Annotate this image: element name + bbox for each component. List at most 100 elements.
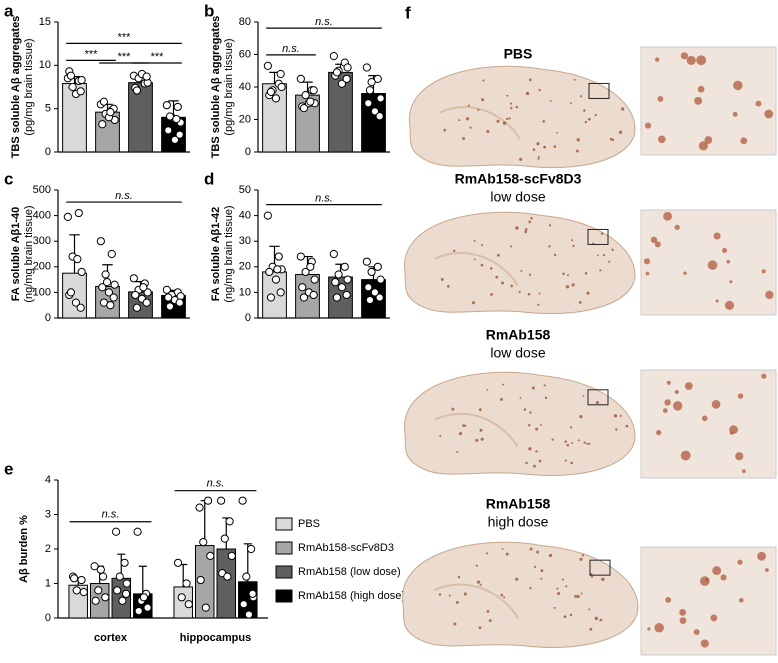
data-point [301,267,310,277]
zoom-plaque [720,574,727,581]
plaque [440,277,444,281]
plaque [556,587,559,590]
zoom-plaque [722,247,728,254]
plaque [594,616,598,621]
data-point [73,255,82,264]
data-point [164,293,173,302]
y-tick-label: 200 [33,261,51,273]
data-point [296,252,305,261]
data-point [76,87,85,96]
y-tick-label: 0 [245,312,251,324]
data-point [342,74,351,83]
y-tick-label: 400 [33,210,51,222]
zoom-plaque [761,373,767,379]
plaque [542,120,546,123]
plaque [621,107,625,111]
data-point [203,496,213,505]
plaque [500,593,504,597]
plaque [533,464,536,468]
plaque [608,260,611,263]
legend-swatch [275,589,293,603]
plaque [523,408,527,411]
data-point [195,503,204,512]
zoom-plaque [707,260,718,270]
data-point [142,72,151,81]
y-axis-label: Aβ burden % [18,515,30,583]
data-point [337,283,347,292]
y-tick-label: 10 [239,286,251,298]
significance-label: n.s. [115,190,133,202]
zoom-plaque [672,401,683,411]
data-point [334,270,343,279]
data-point [309,290,318,300]
plaque [524,230,528,234]
data-point [337,79,347,88]
plaque [486,388,489,391]
data-point [223,572,232,581]
data-point [98,572,108,581]
plaque [536,142,540,146]
micrograph-title: RmAb158-scFv8D3 [455,171,582,187]
data-point [162,101,171,110]
plaque [510,245,513,248]
legend-swatch [275,565,293,579]
plaque [528,447,532,451]
plaque [595,400,599,405]
brain-structure [439,106,521,141]
legend-label: RmAb158 (low dose) [298,566,401,578]
y-tick-label: 40 [239,81,251,93]
zoom-plaque [643,258,651,265]
plaque [509,102,513,105]
zoom-image [640,369,777,479]
zoom-plaque [679,609,687,616]
plaque [518,290,521,294]
plaque [481,244,484,247]
zoom-plaque [664,399,671,406]
data-point [263,61,272,70]
plaque [524,228,528,231]
plaque [573,78,576,81]
micrograph-subtitle: low dose [490,189,545,205]
zoom-plaque [679,617,687,625]
data-point [175,298,184,307]
data-point [107,249,116,259]
plaque [535,427,539,431]
zoom-plaque [733,80,743,91]
plaque [576,594,580,599]
plaque [502,121,507,125]
data-point [367,78,376,87]
data-point [331,278,340,287]
y-tick-label: 5 [45,103,51,115]
plaque [463,592,467,596]
plaque [583,441,586,444]
plaque [496,253,500,257]
data-point [199,538,208,547]
zoom-plaque [662,408,668,413]
plaque [588,608,591,611]
plaque [462,137,466,141]
inset-marker [587,389,609,406]
data-point [271,94,281,103]
plaque [609,137,613,141]
plaque [455,601,459,604]
y-axis-label: (ng/mg brain tissue) [23,205,35,302]
plaque [538,292,541,295]
data-point [90,562,99,571]
data-point [375,112,384,121]
significance-label: n.s. [282,43,300,55]
zoom-plaque [755,100,762,107]
zoom-plaque [654,623,664,633]
significance-label: *** [118,51,132,63]
legend-label: RmAb158 (high dose) [298,590,405,602]
data-point [184,600,193,609]
y-axis-label: TBS soluble Aβ aggregates [210,16,222,159]
data-point [342,290,351,300]
plaque [501,548,504,550]
plaque [576,138,580,142]
plaque [495,275,499,279]
data-point [309,86,318,95]
plaque [566,443,570,447]
plaque [535,450,538,453]
data-point [375,293,384,302]
plaque [611,138,615,142]
